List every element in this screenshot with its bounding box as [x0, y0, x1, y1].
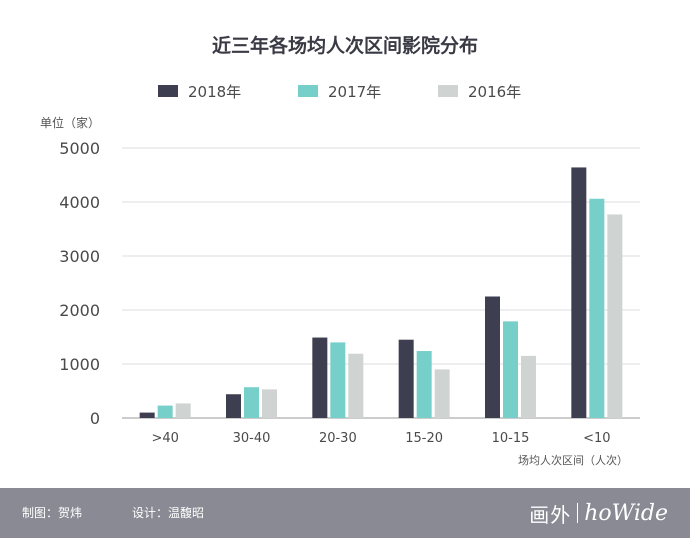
x-tick-label-0: >40 [151, 431, 178, 446]
y-tick-label-2000: 2000 [59, 301, 100, 320]
chart-credit: 制图：贺炜 [22, 506, 83, 520]
bar-2017年->40 [157, 405, 173, 418]
x-tick-label-1: 30-40 [233, 431, 271, 446]
bar-2018年-15-20 [398, 339, 414, 418]
logo-chinese: 画外 [529, 502, 572, 527]
x-tick-label-3: 15-20 [405, 431, 443, 446]
bar-2018年-30-40 [226, 394, 241, 418]
brand-logo: 画外 hoWide [529, 496, 668, 530]
bar-2016年->40 [175, 403, 191, 418]
x-tick-label-2: 20-30 [319, 431, 357, 446]
bar-2017年-15-20 [416, 351, 432, 418]
chart-title: 近三年各场均人次区间影院分布 [212, 34, 478, 57]
logo-divider [577, 503, 579, 523]
legend-swatch-2016年 [438, 85, 458, 97]
y-tick-label-0: 0 [90, 409, 100, 428]
y-tick-label-4000: 4000 [59, 193, 100, 212]
bar-2018年-20-30 [312, 337, 328, 418]
legend-label-2016年: 2016年 [468, 83, 521, 101]
x-tick-label-4: 10-15 [492, 431, 530, 446]
bar-2016年-<10 [607, 214, 623, 418]
bar-2018年-10-15 [485, 296, 500, 418]
footer: 制图：贺炜 设计：温馥昭 画外 hoWide [0, 488, 690, 538]
bars [139, 167, 623, 418]
y-tick-label-1000: 1000 [59, 355, 100, 374]
bar-2018年-<10 [571, 167, 587, 418]
y-tick-label-5000: 5000 [59, 139, 100, 158]
x-axis-ticks: >40 30-40 20-30 15-20 10-15 <10 [151, 431, 610, 446]
bar-2017年-<10 [589, 198, 605, 418]
design-credit: 设计：温馥昭 [132, 506, 205, 520]
bar-2017年-20-30 [330, 342, 346, 418]
y-axis-ticks: 0 1000 2000 3000 4000 5000 [59, 139, 100, 428]
legend-swatch-2018年 [158, 85, 178, 97]
legend: 2018年 2017年 2016年 [158, 83, 521, 101]
legend-swatch-2017年 [298, 85, 318, 97]
y-tick-label-3000: 3000 [59, 247, 100, 266]
y-axis-label: 单位（家） [40, 115, 100, 130]
bar-2016年-20-30 [348, 353, 364, 418]
logo-english: hoWide [584, 500, 668, 526]
gridlines [122, 147, 640, 419]
x-tick-label-5: <10 [583, 431, 610, 446]
bar-2017年-10-15 [503, 321, 518, 418]
bar-2016年-10-15 [521, 355, 536, 418]
x-axis-label: 场均人次区间（人次） [518, 453, 628, 467]
bar-chart: 近三年各场均人次区间影院分布 2018年 2017年 2016年 单位（家） 0 10… [40, 34, 640, 467]
bar-2016年-15-20 [434, 369, 450, 418]
legend-label-2017年: 2017年 [328, 83, 381, 101]
bar-2018年->40 [139, 412, 155, 418]
legend-label-2018年: 2018年 [188, 83, 241, 101]
bar-2017年-30-40 [244, 387, 259, 418]
bar-2016年-30-40 [262, 389, 277, 418]
